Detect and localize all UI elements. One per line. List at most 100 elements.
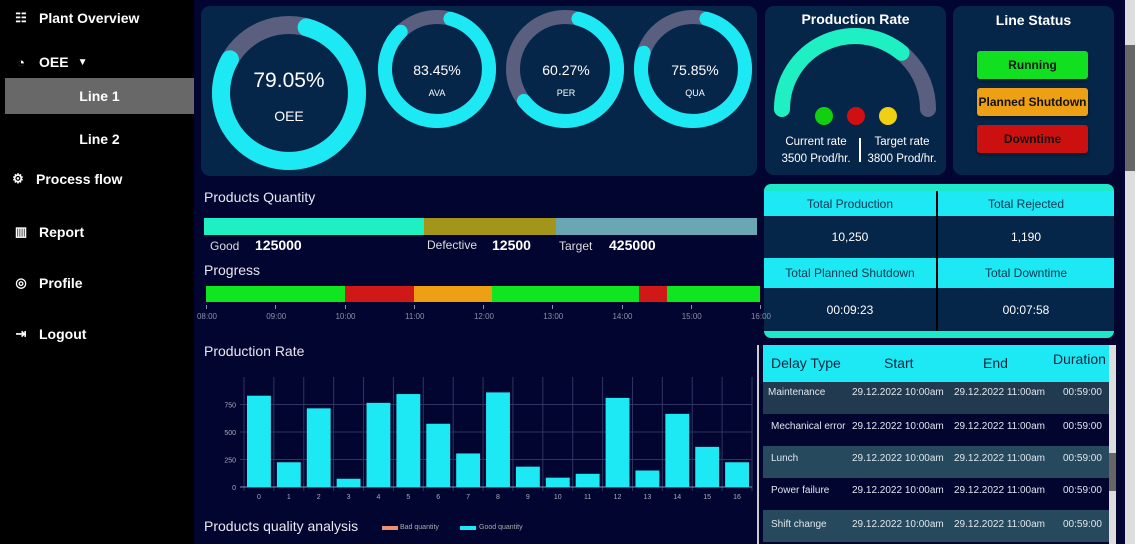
bar-11 <box>575 473 600 487</box>
bar-3 <box>336 478 361 487</box>
delay-table-scrollbar[interactable] <box>1109 345 1116 544</box>
nav-oee[interactable]: ◔ OEE ▼ <box>12 54 87 70</box>
delay-start: 29.12.2022 10:00am <box>852 519 944 530</box>
table-divider <box>936 191 938 331</box>
x-tick-label: 13 <box>644 494 652 501</box>
y-tick-label: 250 <box>224 458 236 465</box>
x-tick-label: 14 <box>673 494 681 501</box>
progress-tick-mark <box>760 305 761 309</box>
nav-profile[interactable]: ◎ Profile <box>12 275 82 291</box>
red-indicator-light <box>847 107 865 125</box>
progress-tick-mark <box>413 305 415 309</box>
legend-bad-swatch <box>382 526 398 530</box>
x-tick-label: 0 <box>257 494 261 501</box>
sub-item-line-2[interactable]: Line 2 <box>79 131 120 147</box>
header-duration: Duration <box>1053 351 1106 367</box>
x-tick-label: 9 <box>526 494 530 501</box>
progress-tick-label: 12:00 <box>473 312 495 321</box>
oee-gauges-panel: 79.05% OEE 83.45% AVA 60.27% PER 75.85% … <box>201 6 757 176</box>
delay-duration: 00:59:00 <box>1063 453 1102 464</box>
y-tick-label: 750 <box>224 403 236 410</box>
bar-0 <box>247 395 271 487</box>
legend-good-label: Good quantity <box>479 524 523 531</box>
target-label: Target <box>559 239 593 253</box>
sub-item-line-1[interactable]: Line 1 <box>5 78 194 114</box>
status-downtime-button[interactable]: Downtime <box>977 125 1088 153</box>
delay-row[interactable]: Maintenance 29.12.2022 10:00am 29.12.2022 … <box>763 382 1109 414</box>
gears-icon: ⚙ <box>12 171 24 186</box>
delay-end: 29.12.2022 11:00am <box>954 485 1046 496</box>
bar-12 <box>605 397 630 487</box>
bar-6 <box>426 423 451 487</box>
delay-row[interactable]: Mechanical error 29.12.2022 10:00am 29.12.… <box>763 414 1109 446</box>
x-tick-label: 4 <box>377 494 381 501</box>
delay-type: Shift change <box>771 519 827 530</box>
production-rate-gauge <box>774 28 936 125</box>
page-scrollbar[interactable] <box>1125 0 1135 544</box>
line-status-title: Line Status <box>995 12 1072 28</box>
nav-plant-overview[interactable]: ☷ Plant Overview <box>12 10 139 26</box>
delay-table-scroll-thumb[interactable] <box>1109 453 1116 491</box>
total-planned-shutdown-value: 00:09:23 <box>764 288 936 331</box>
progress-tick-label: 11:00 <box>405 312 425 321</box>
progress-segment <box>638 286 667 302</box>
bar-9 <box>515 466 540 487</box>
delay-row[interactable]: Power failure 29.12.2022 10:00am 29.12.202… <box>763 478 1109 510</box>
bar-14 <box>665 413 690 487</box>
page-scroll-thumb[interactable] <box>1125 45 1135 171</box>
delay-end: 29.12.2022 11:00am <box>954 453 1046 464</box>
delay-duration: 00:59:00 <box>1063 421 1102 432</box>
status-planned-shutdown-button[interactable]: Planned Shutdown <box>977 88 1088 116</box>
grid-list-icon: ☷ <box>15 10 27 25</box>
progress-tick-label: 16:00 <box>750 312 772 321</box>
sidebar: ☷ Plant Overview ◔ OEE ▼ Line 1 Line 2 ⚙ Pro… <box>0 0 194 544</box>
x-tick-label: 7 <box>466 494 470 501</box>
progress-segment <box>344 286 414 302</box>
products-quantity-title: Products Quantity <box>204 189 316 205</box>
delay-table-header: Delay Type Start End Duration <box>763 345 1109 382</box>
delay-row[interactable]: Lunch 29.12.2022 10:00am 29.12.2022 11:00a… <box>763 446 1109 478</box>
legend-good-swatch <box>460 526 476 530</box>
delay-end: 29.12.2022 11:00am <box>954 519 1046 530</box>
total-downtime-value: 00:07:58 <box>938 288 1114 331</box>
delay-type: Lunch <box>771 453 799 464</box>
status-running-button[interactable]: Running <box>977 51 1088 79</box>
x-tick-label: 10 <box>554 494 562 501</box>
progress-timeline <box>206 286 760 302</box>
current-rate: Current rate 3500 Prod/hr. <box>781 136 851 165</box>
x-tick-label: 15 <box>703 494 711 501</box>
total-downtime-label: Total Downtime <box>938 258 1114 288</box>
caret-down-icon: ▼ <box>77 56 88 68</box>
nav-report[interactable]: ▥ Report <box>12 224 84 240</box>
delay-end: 29.12.2022 11:00am <box>954 387 1046 398</box>
x-tick-label: 5 <box>406 494 410 501</box>
qua-label: QUA <box>685 88 705 98</box>
production-rate-title: Production Rate <box>801 11 910 27</box>
bar-8 <box>486 392 510 487</box>
ava-value: 83.45% <box>413 62 461 78</box>
header-end: End <box>983 355 1008 371</box>
total-production-label: Total Production <box>764 191 936 216</box>
x-tick-label: 11 <box>584 494 591 501</box>
total-production-value: 10,250 <box>764 216 936 258</box>
production-rate-chart-title: Production Rate <box>204 343 305 359</box>
nav-logout[interactable]: ⇥ Logout <box>12 326 87 342</box>
line-status-panel: Line Status Running Planned Shutdown Dow… <box>953 6 1114 175</box>
progress-tick-mark <box>344 305 346 309</box>
y-tick-label: 0 <box>232 485 236 492</box>
delay-row[interactable]: Shift change 29.12.2022 10:00am 29.12.2022… <box>763 510 1109 542</box>
oee-label: OEE <box>274 108 304 124</box>
progress-title: Progress <box>204 262 261 278</box>
progress-tick-label: 10:00 <box>335 312 356 321</box>
progress-tick-mark <box>483 305 484 309</box>
delay-type: Mechanical error <box>771 421 846 432</box>
delay-end: 29.12.2022 11:00am <box>954 421 1046 432</box>
delay-table-left-border <box>757 345 759 544</box>
progress-tick-label: 14:00 <box>612 312 633 321</box>
nav-process-flow[interactable]: ⚙ Process flow <box>9 171 122 187</box>
progress-tick-mark <box>552 305 554 309</box>
delay-duration: 00:59:00 <box>1063 387 1102 398</box>
x-tick-label: 12 <box>614 494 622 501</box>
x-tick-label: 3 <box>347 494 351 501</box>
